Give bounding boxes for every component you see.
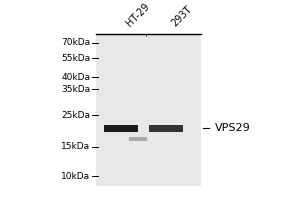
Text: 10kDa: 10kDa [61, 172, 91, 181]
Text: 293T: 293T [169, 5, 194, 29]
Text: VPS29: VPS29 [215, 123, 251, 133]
Text: 15kDa: 15kDa [61, 142, 91, 151]
Text: 25kDa: 25kDa [61, 111, 91, 120]
Text: HT-29: HT-29 [125, 2, 152, 29]
Bar [97, 34, 200, 186]
Bar [129, 137, 147, 141]
Text: 40kDa: 40kDa [61, 73, 91, 82]
Bar [148, 125, 183, 132]
Text: 70kDa: 70kDa [61, 38, 91, 47]
Text: 35kDa: 35kDa [61, 85, 91, 94]
Bar [104, 125, 138, 132]
Text: 55kDa: 55kDa [61, 54, 91, 63]
